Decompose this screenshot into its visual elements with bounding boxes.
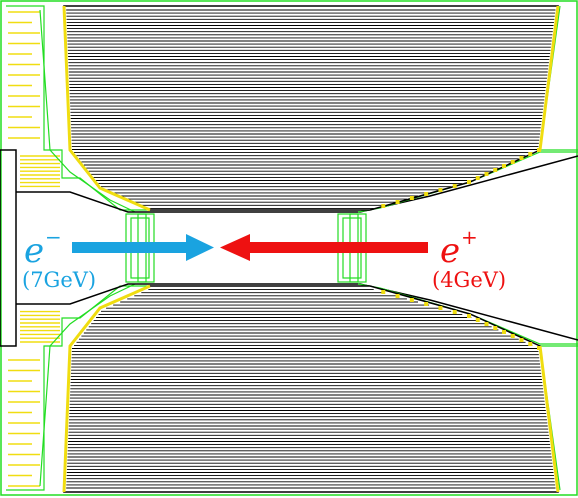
electron-symbol: e <box>24 231 44 271</box>
electron-energy: (7GeV) <box>22 268 96 292</box>
step-mark <box>528 152 533 156</box>
drift-chamber-top-layers <box>66 9 556 209</box>
step-mark <box>438 188 443 192</box>
step-mark <box>519 338 524 342</box>
positron-beam-arrow <box>220 234 428 261</box>
left-support-block <box>0 149 17 347</box>
step-mark <box>537 148 541 152</box>
step-mark <box>424 192 429 196</box>
bottom-right-yellow-edge <box>538 345 560 493</box>
step-mark <box>424 302 429 306</box>
left-endcap-outline <box>6 5 150 491</box>
step-mark <box>493 326 498 330</box>
bottom-left-yellow-edge <box>62 284 151 493</box>
electron-arrow-head <box>186 234 214 261</box>
electron-arrow-shaft <box>72 242 188 253</box>
step-mark <box>493 168 498 172</box>
bottom-stepped-edge <box>381 290 541 350</box>
step-mark <box>438 306 443 310</box>
beam-pipe-left <box>16 191 150 305</box>
step-mark <box>452 310 457 314</box>
positron-arrow-shaft <box>248 242 428 253</box>
electron-charge-superscript: − <box>45 225 62 249</box>
step-mark <box>528 342 533 346</box>
left-yellow-bars-inner <box>20 155 60 343</box>
step-mark <box>467 314 471 318</box>
top-right-yellow-edge <box>538 5 560 151</box>
step-mark <box>475 176 480 180</box>
step-mark <box>395 294 400 298</box>
step-mark <box>484 322 489 326</box>
positron-arrow-head <box>220 234 250 261</box>
step-mark <box>381 204 386 208</box>
top-stepped-edge <box>381 148 541 208</box>
positron-charge-superscript: + <box>461 225 478 249</box>
step-mark <box>537 346 541 350</box>
top-left-yellow-edge <box>62 5 151 212</box>
electron-beam-arrow <box>72 234 214 261</box>
drift-chamber-bottom-layers <box>66 289 556 489</box>
step-mark <box>395 200 400 204</box>
left-yellow-comb-bottom <box>8 359 40 487</box>
step-mark <box>510 160 515 164</box>
step-mark <box>502 330 506 334</box>
step-mark <box>510 334 515 338</box>
step-mark <box>484 172 489 176</box>
positron-symbol: e <box>440 231 460 271</box>
left-yellow-comb-top <box>8 11 40 139</box>
step-mark <box>467 180 471 184</box>
step-mark <box>409 196 414 200</box>
step-mark <box>452 184 457 188</box>
step-mark <box>519 156 524 160</box>
step-mark <box>409 298 414 302</box>
step-mark <box>475 318 480 322</box>
step-mark <box>502 164 506 168</box>
step-mark <box>381 290 386 294</box>
positron-energy: (4GeV) <box>432 268 506 292</box>
